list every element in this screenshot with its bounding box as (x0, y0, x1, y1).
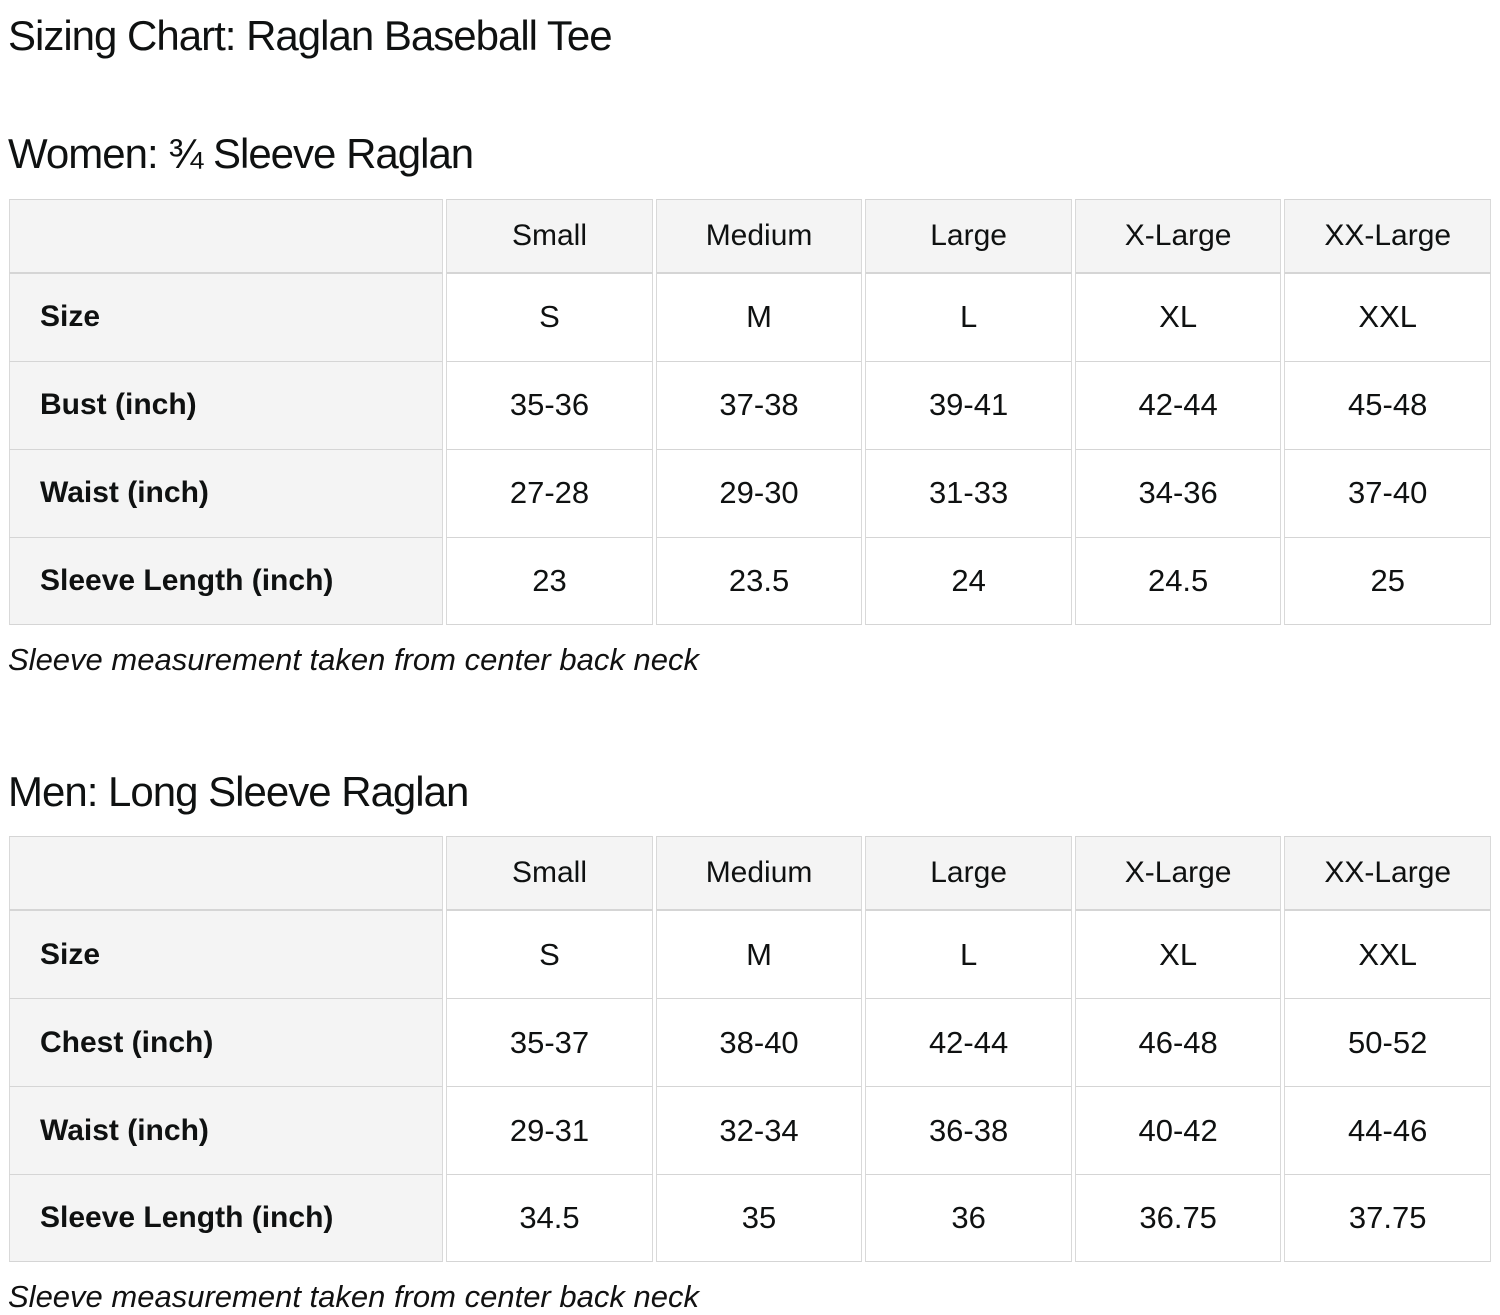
table-cell: L (865, 910, 1072, 999)
table-cell: 34.5 (446, 1174, 653, 1263)
column-header-large: Large (865, 836, 1072, 911)
women-header-row: Small Medium Large X-Large XX-Large (9, 198, 1491, 273)
table-cell: S (446, 910, 653, 999)
table-cell: 37-40 (1284, 448, 1491, 537)
column-header-medium: Medium (655, 836, 863, 911)
row-label-waist: Waist (inch) (9, 1086, 444, 1175)
table-cell: 27-28 (446, 448, 653, 537)
table-row-chest: Chest (inch) 35-37 38-40 42-44 46-48 50-… (9, 998, 1491, 1087)
men-size-table: Small Medium Large X-Large XX-Large Size… (6, 836, 1494, 1263)
table-row-size: Size S M L XL XXL (9, 910, 1491, 999)
table-cell: M (655, 910, 863, 999)
table-cell: 36 (865, 1174, 1072, 1263)
row-label-sleeve-length: Sleeve Length (inch) (9, 1174, 444, 1263)
row-label-size: Size (9, 910, 444, 999)
corner-cell (9, 836, 444, 911)
table-cell: 38-40 (655, 998, 863, 1087)
men-section-heading: Men: Long Sleeve Raglan (8, 767, 469, 815)
column-header-xx-large: XX-Large (1284, 836, 1491, 911)
table-cell: 23.5 (655, 536, 863, 625)
table-cell: 24.5 (1074, 536, 1282, 625)
table-row-size: Size S M L XL XXL (9, 272, 1491, 361)
table-cell: 44-46 (1284, 1086, 1491, 1175)
table-cell: 46-48 (1074, 998, 1282, 1087)
table-cell: 25 (1284, 536, 1491, 625)
table-cell: 31-33 (865, 448, 1072, 537)
table-cell: 36.75 (1074, 1174, 1282, 1263)
table-row-waist: Waist (inch) 27-28 29-30 31-33 34-36 37-… (9, 448, 1491, 537)
table-row-sleeve-length: Sleeve Length (inch) 34.5 35 36 36.75 37… (9, 1174, 1491, 1263)
table-cell: 29-31 (446, 1086, 653, 1175)
men-section: Men: Long Sleeve Raglan Small Medium Lar… (6, 768, 1494, 1315)
column-header-xx-large: XX-Large (1284, 198, 1491, 273)
women-size-table: Small Medium Large X-Large XX-Large Size… (6, 198, 1494, 625)
row-label-bust: Bust (inch) (9, 360, 444, 449)
table-row-sleeve-length: Sleeve Length (inch) 23 23.5 24 24.5 25 (9, 536, 1491, 625)
women-section: Women: ¾ Sleeve Raglan Small Medium Larg… (6, 130, 1494, 677)
men-header-row: Small Medium Large X-Large XX-Large (9, 836, 1491, 911)
table-cell: L (865, 272, 1072, 361)
table-cell: 50-52 (1284, 998, 1491, 1087)
table-cell: 42-44 (1074, 360, 1282, 449)
men-sleeve-note: Sleeve measurement taken from center bac… (8, 1279, 699, 1315)
table-row-bust: Bust (inch) 35-36 37-38 39-41 42-44 45-4… (9, 360, 1491, 449)
column-header-small: Small (446, 198, 653, 273)
column-header-x-large: X-Large (1074, 198, 1282, 273)
table-cell: 37.75 (1284, 1174, 1491, 1263)
table-cell: 35-37 (446, 998, 653, 1087)
table-cell: S (446, 272, 653, 361)
table-cell: 23 (446, 536, 653, 625)
table-cell: 34-36 (1074, 448, 1282, 537)
women-section-heading: Women: ¾ Sleeve Raglan (8, 130, 474, 178)
table-cell: XXL (1284, 910, 1491, 999)
table-cell: XXL (1284, 272, 1491, 361)
table-cell: 39-41 (865, 360, 1072, 449)
table-cell: XL (1074, 910, 1282, 999)
table-row-waist: Waist (inch) 29-31 32-34 36-38 40-42 44-… (9, 1086, 1491, 1175)
table-cell: 36-38 (865, 1086, 1072, 1175)
row-label-size: Size (9, 272, 444, 361)
column-header-small: Small (446, 836, 653, 911)
table-cell: 45-48 (1284, 360, 1491, 449)
women-sleeve-note: Sleeve measurement taken from center bac… (8, 641, 699, 677)
table-cell: XL (1074, 272, 1282, 361)
table-cell: 35 (655, 1174, 863, 1263)
table-cell: 35-36 (446, 360, 653, 449)
table-cell: 32-34 (655, 1086, 863, 1175)
table-cell: M (655, 272, 863, 361)
table-cell: 40-42 (1074, 1086, 1282, 1175)
column-header-medium: Medium (655, 198, 863, 273)
corner-cell (9, 198, 444, 273)
table-cell: 42-44 (865, 998, 1072, 1087)
column-header-large: Large (865, 198, 1072, 273)
row-label-chest: Chest (inch) (9, 998, 444, 1087)
table-cell: 37-38 (655, 360, 863, 449)
page-title: Sizing Chart: Raglan Baseball Tee (8, 12, 613, 59)
row-label-waist: Waist (inch) (9, 448, 444, 537)
table-cell: 29-30 (655, 448, 863, 537)
column-header-x-large: X-Large (1074, 836, 1282, 911)
row-label-sleeve-length: Sleeve Length (inch) (9, 536, 444, 625)
table-cell: 24 (865, 536, 1072, 625)
